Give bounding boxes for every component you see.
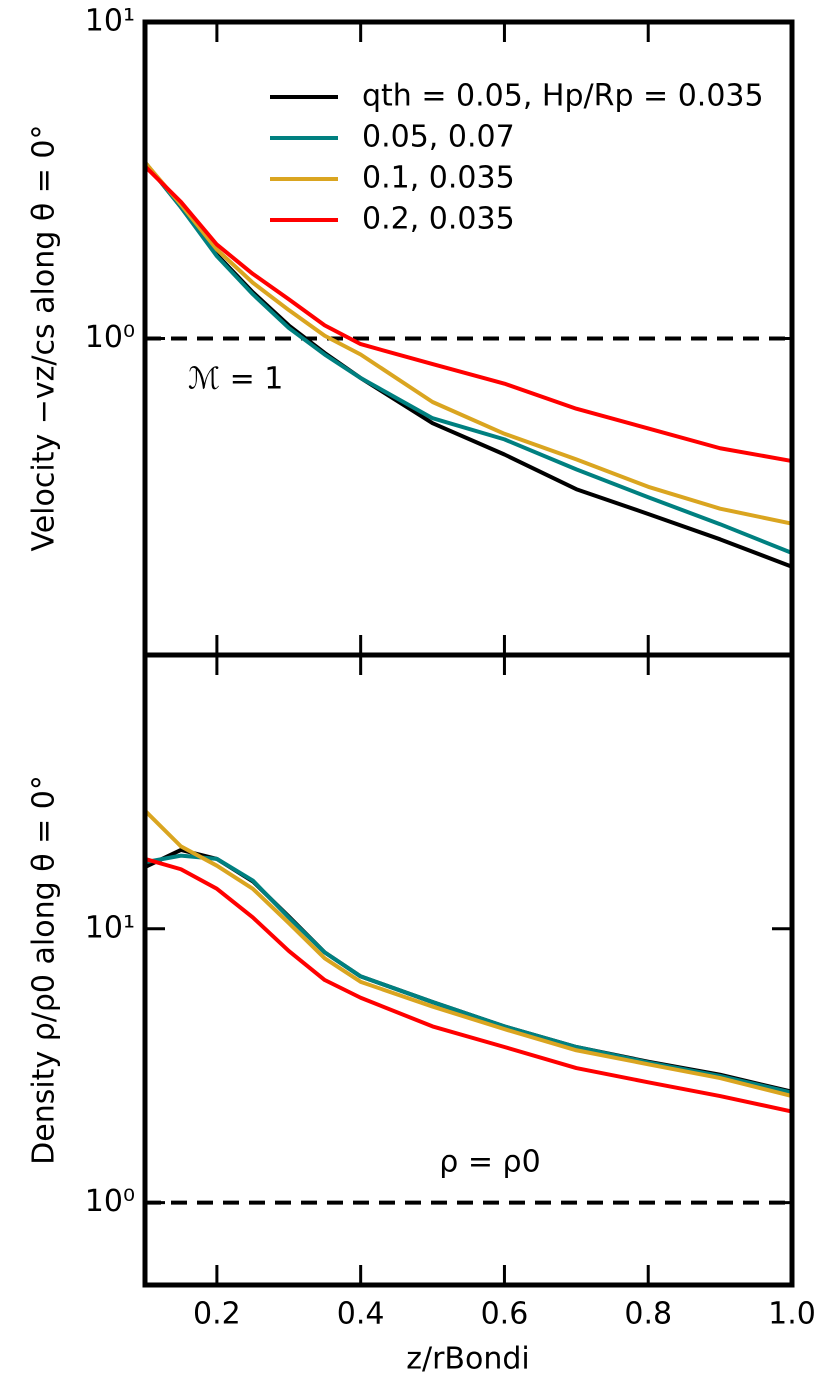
y-tick-label: 10⁰ — [85, 320, 135, 355]
x-tick-label: 1.0 — [768, 1297, 816, 1332]
y-axis-label: Velocity −vz/cs along θ = 0° — [27, 125, 62, 552]
y-tick-label: 10⁰ — [85, 1184, 135, 1219]
annotation: ℳ = 1 — [188, 362, 283, 397]
series-line — [143, 161, 793, 555]
legend-label: 0.1, 0.035 — [362, 161, 515, 196]
y-tick-label: 10¹ — [85, 910, 135, 945]
series-line — [144, 853, 793, 1095]
series-line — [143, 164, 793, 464]
y-axis-label: Density ρ/ρ0 along θ = 0° — [27, 775, 62, 1165]
series-line — [144, 856, 793, 1114]
series-line — [143, 809, 793, 1098]
series-line — [144, 847, 793, 1094]
x-axis-label: z/rBondi — [406, 1342, 530, 1377]
x-tick-label: 0.6 — [481, 1297, 529, 1332]
plot-frame — [142, 652, 795, 1288]
annotation: ρ = ρ0 — [439, 1145, 540, 1180]
legend-label: 0.05, 0.07 — [362, 120, 515, 155]
y-tick-label: 10¹ — [85, 4, 135, 39]
x-tick-label: 0.8 — [624, 1297, 672, 1332]
x-tick-label: 0.2 — [193, 1297, 241, 1332]
legend-label: 0.2, 0.035 — [362, 202, 515, 237]
legend-label: qth = 0.05, Hp/Rp = 0.035 — [362, 79, 764, 114]
series-line — [143, 161, 793, 526]
x-tick-label: 0.4 — [337, 1297, 385, 1332]
